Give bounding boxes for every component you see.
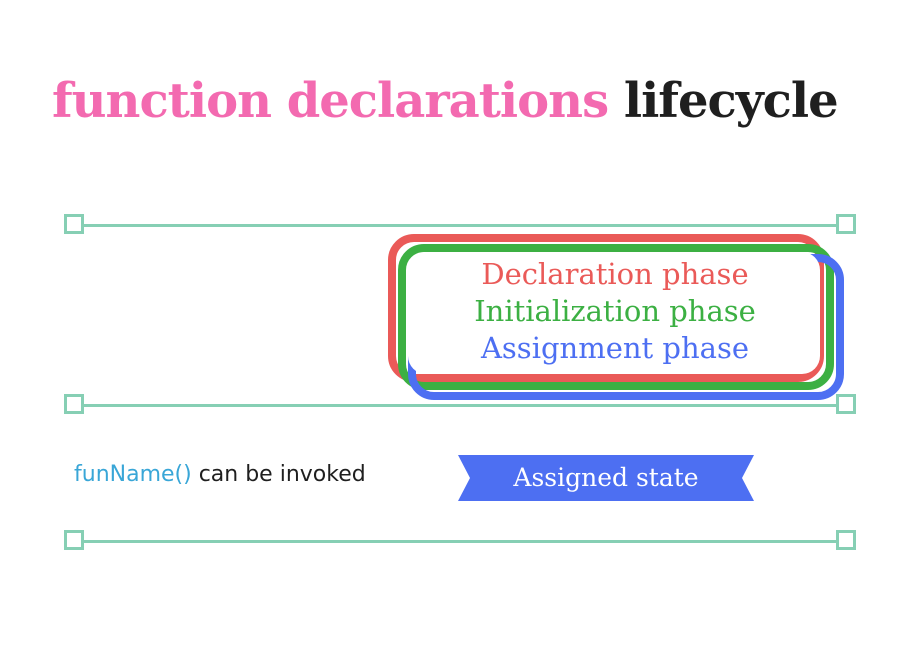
invoke-note: funName() can be invoked [74, 462, 366, 487]
timeline-middle [62, 392, 858, 420]
timeline-start-handle [64, 214, 84, 234]
timeline-start-handle [64, 530, 84, 550]
title-rest: lifecycle [623, 73, 839, 129]
timeline-end-handle [836, 394, 856, 414]
timeline-start-handle [64, 394, 84, 414]
timeline-line [76, 540, 844, 543]
timeline-line [76, 224, 844, 227]
initialization-phase-frame [398, 244, 834, 390]
declaration-phase-frame [388, 234, 824, 382]
timeline-end-handle [836, 214, 856, 234]
function-name: funName() [74, 462, 192, 487]
phases-list: Declaration phase Initialization phase A… [412, 256, 818, 367]
page-title: function declarations lifecycle [52, 66, 839, 136]
timeline-bottom [62, 528, 858, 556]
phases-panel [408, 252, 820, 374]
declaration-phase-label: Declaration phase [481, 257, 749, 291]
timeline-top [62, 212, 858, 240]
timeline-end-handle [836, 530, 856, 550]
assigned-state-ribbon: Assigned state [458, 455, 754, 501]
initialization-phase-label: Initialization phase [474, 294, 756, 328]
timeline-line [76, 404, 844, 407]
assignment-phase-label: Assignment phase [480, 331, 749, 365]
title-highlight: function declarations [52, 73, 609, 129]
assigned-state-label: Assigned state [513, 463, 699, 492]
ribbon-shape [458, 455, 754, 501]
invoke-text: can be invoked [198, 462, 366, 487]
